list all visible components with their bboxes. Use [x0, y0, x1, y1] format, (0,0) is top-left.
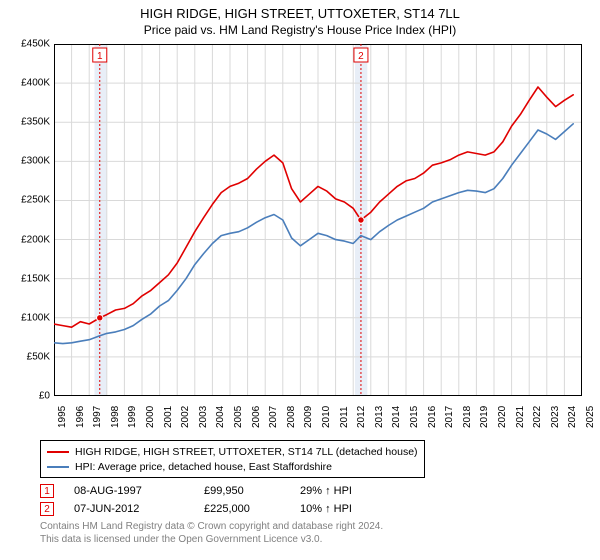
svg-text:1: 1 — [97, 51, 103, 62]
x-tick-label: 2017 — [444, 406, 455, 428]
sale-marker-badge-2: 2 — [40, 502, 54, 516]
legend-row-series-0: HIGH RIDGE, HIGH STREET, UTTOXETER, ST14… — [47, 444, 418, 459]
y-tick-label: £0 — [39, 391, 50, 402]
x-tick-label: 2024 — [567, 406, 578, 428]
sale-marker-row-2: 2 07-JUN-2012 £225,000 10% ↑ HPI — [40, 500, 352, 518]
x-tick-label: 2018 — [462, 406, 473, 428]
chart-legend: HIGH RIDGE, HIGH STREET, UTTOXETER, ST14… — [40, 440, 425, 478]
sale-marker-date-2: 07-JUN-2012 — [74, 503, 204, 515]
chart-svg: 12 — [54, 44, 582, 396]
x-tick-label: 2011 — [339, 406, 350, 428]
y-tick-label: £50K — [27, 351, 50, 362]
y-tick-label: £250K — [21, 195, 50, 206]
chart-title-sub: Price paid vs. HM Land Registry's House … — [0, 23, 600, 37]
x-tick-label: 2012 — [356, 406, 367, 428]
x-tick-label: 2022 — [532, 406, 543, 428]
x-tick-label: 1995 — [57, 406, 68, 428]
chart-plot-area: 12 £0£50K£100K£150K£200K£250K£300K£350K£… — [54, 44, 582, 396]
x-axis-labels: 1995 1996 1997 1998 1999 2000 2001 2002 2003 2004… — [54, 398, 582, 438]
x-tick-label: 2001 — [163, 406, 174, 428]
x-tick-label: 2015 — [409, 406, 420, 428]
x-tick-label: 2004 — [215, 406, 226, 428]
x-tick-label: 2000 — [145, 406, 156, 428]
legend-label-1: HPI: Average price, detached house, East… — [75, 461, 332, 473]
legend-swatch-1 — [47, 466, 69, 468]
y-tick-label: £300K — [21, 156, 50, 167]
x-tick-label: 2016 — [427, 406, 438, 428]
x-tick-label: 2023 — [550, 406, 561, 428]
x-tick-label: 2003 — [198, 406, 209, 428]
x-tick-label: 2014 — [391, 406, 402, 428]
x-tick-label: 1996 — [75, 406, 86, 428]
sale-marker-price-2: £225,000 — [204, 503, 300, 515]
chart-title-block: HIGH RIDGE, HIGH STREET, UTTOXETER, ST14… — [0, 0, 600, 37]
sale-marker-price-1: £99,950 — [204, 485, 300, 497]
x-tick-label: 2021 — [515, 406, 526, 428]
x-tick-label: 2019 — [479, 406, 490, 428]
sale-marker-table: 1 08-AUG-1997 £99,950 29% ↑ HPI 2 07-JUN… — [40, 482, 352, 518]
x-tick-label: 2002 — [180, 406, 191, 428]
x-tick-label: 2013 — [374, 406, 385, 428]
x-tick-label: 2005 — [233, 406, 244, 428]
legend-row-series-1: HPI: Average price, detached house, East… — [47, 459, 418, 474]
y-tick-label: £200K — [21, 234, 50, 245]
legend-label-0: HIGH RIDGE, HIGH STREET, UTTOXETER, ST14… — [75, 446, 418, 458]
x-tick-label: 2006 — [251, 406, 262, 428]
x-tick-label: 1998 — [110, 406, 121, 428]
y-tick-label: £150K — [21, 273, 50, 284]
x-tick-label: 1997 — [92, 406, 103, 428]
x-tick-label: 2008 — [286, 406, 297, 428]
sale-marker-row-1: 1 08-AUG-1997 £99,950 29% ↑ HPI — [40, 482, 352, 500]
sale-marker-delta-1: 29% ↑ HPI — [300, 485, 352, 497]
y-tick-label: £100K — [21, 312, 50, 323]
x-tick-label: 2025 — [585, 406, 596, 428]
sale-marker-badge-1: 1 — [40, 484, 54, 498]
sale-marker-date-1: 08-AUG-1997 — [74, 485, 204, 497]
x-tick-label: 2010 — [321, 406, 332, 428]
footer-line-2: This data is licensed under the Open Gov… — [40, 534, 383, 547]
x-tick-label: 2009 — [303, 406, 314, 428]
chart-title-main: HIGH RIDGE, HIGH STREET, UTTOXETER, ST14… — [0, 6, 600, 21]
x-tick-label: 2020 — [497, 406, 508, 428]
legend-swatch-0 — [47, 451, 69, 453]
x-tick-label: 2007 — [268, 406, 279, 428]
x-tick-label: 1999 — [127, 406, 138, 428]
footer-line-1: Contains HM Land Registry data © Crown c… — [40, 521, 383, 534]
sale-marker-delta-2: 10% ↑ HPI — [300, 503, 352, 515]
y-tick-label: £350K — [21, 117, 50, 128]
svg-text:2: 2 — [358, 51, 364, 62]
y-tick-label: £450K — [21, 39, 50, 50]
y-tick-label: £400K — [21, 78, 50, 89]
footer-attribution: Contains HM Land Registry data © Crown c… — [40, 521, 383, 546]
